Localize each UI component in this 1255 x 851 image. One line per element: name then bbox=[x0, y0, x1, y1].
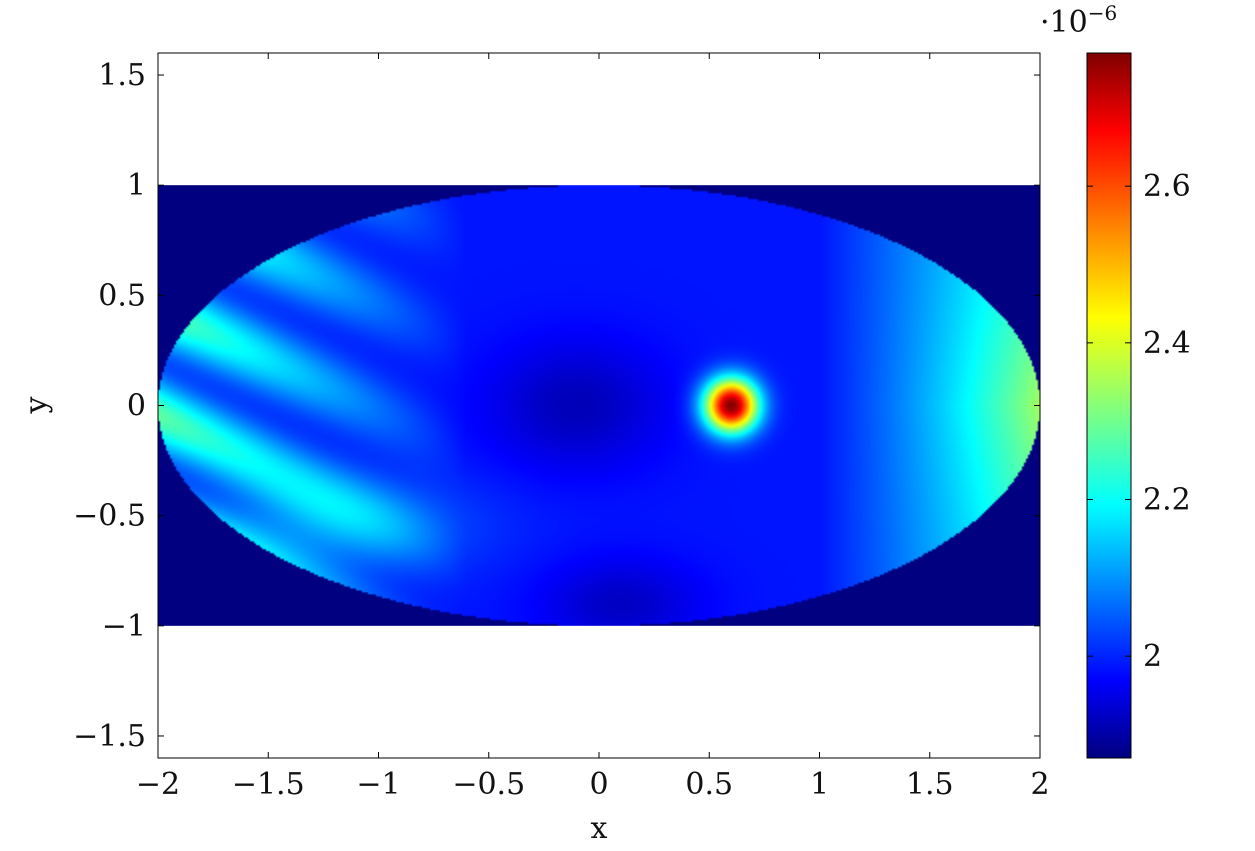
plot-area: −2 −1.5 −1 −0.5 0 0.5 1 1.5 2 −1.5 −1 −0.5 0 0.5 1 1.5 bbox=[73, 52, 1050, 802]
y-tick-label: 1 bbox=[127, 168, 146, 203]
y-tick-label: −1 bbox=[102, 609, 146, 644]
y-tick-label: 0.5 bbox=[98, 278, 146, 313]
x-tick-label: −1.5 bbox=[232, 767, 305, 802]
x-tick-label: 2 bbox=[1030, 767, 1049, 802]
heatmap-surface bbox=[158, 185, 1040, 626]
y-tick-label: 0 bbox=[127, 389, 146, 424]
x-tick-label: 0 bbox=[589, 767, 608, 802]
x-axis-label: x bbox=[591, 811, 608, 846]
y-tick-label: 1.5 bbox=[98, 58, 146, 93]
y-tick-label: −1.5 bbox=[73, 719, 146, 754]
colorbar-tick-label: 2 bbox=[1143, 639, 1162, 674]
colorbar-tick-label: 2.2 bbox=[1143, 483, 1191, 518]
x-tick-label: −1 bbox=[356, 767, 400, 802]
x-tick-label: −0.5 bbox=[452, 767, 525, 802]
y-axis-ticks: −1.5 −1 −0.5 0 0.5 1 1.5 bbox=[73, 58, 1040, 754]
y-axis-label: y bbox=[19, 396, 54, 414]
colorbar-exponent-base: ·10 bbox=[1040, 5, 1088, 40]
colorbar-ticks: 2 2.2 2.4 2.6 bbox=[1087, 169, 1191, 674]
x-tick-label: 1 bbox=[810, 767, 829, 802]
colorbar-exponent: ·10−6 bbox=[1040, 1, 1117, 40]
colorbar: 2 2.2 2.4 2.6 ·10−6 bbox=[1040, 1, 1191, 759]
colorbar-gradient bbox=[1086, 52, 1132, 759]
x-axis-ticks: −2 −1.5 −1 −0.5 0 0.5 1 1.5 2 bbox=[136, 53, 1050, 802]
colorbar-exponent-sup: −6 bbox=[1088, 1, 1117, 25]
colorbar-tick-label: 2.4 bbox=[1143, 326, 1191, 361]
y-tick-label: −0.5 bbox=[73, 499, 146, 534]
x-tick-label: 0.5 bbox=[685, 767, 733, 802]
colorbar-tick-label: 2.6 bbox=[1143, 169, 1191, 204]
x-tick-label: 1.5 bbox=[906, 767, 954, 802]
x-tick-label: −2 bbox=[136, 767, 180, 802]
